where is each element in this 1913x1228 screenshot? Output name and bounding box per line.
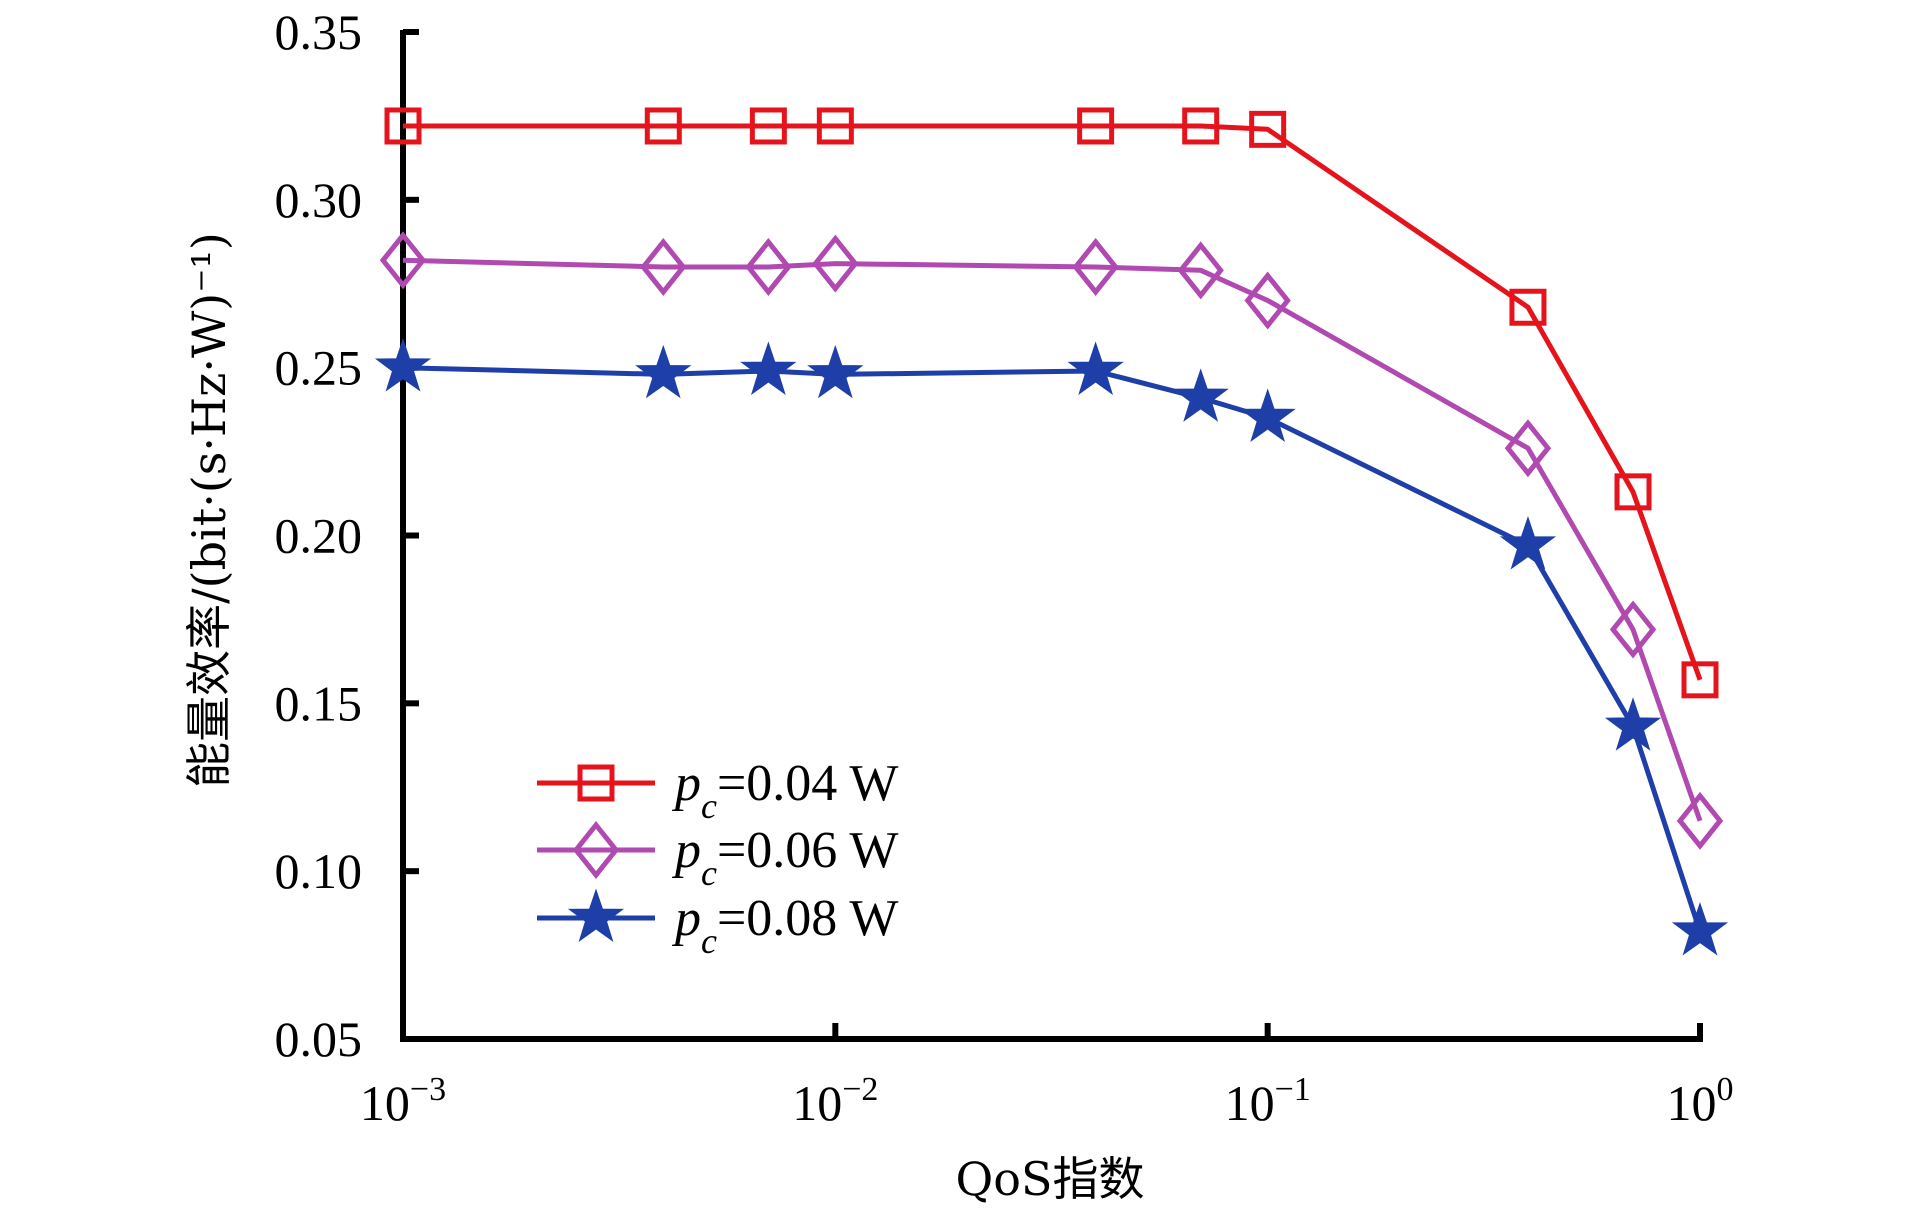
data-point-star [1604, 697, 1662, 751]
legend-label-value: =0.08 W [717, 890, 898, 947]
data-point-square [1614, 473, 1652, 511]
x-tick-base: 10 [1667, 1075, 1717, 1131]
data-point-star [374, 338, 432, 392]
x-tick-exponent: −2 [842, 1071, 878, 1108]
legend-label: pc=0.06 W [671, 822, 898, 893]
x-tick-label: 10−3 [360, 1071, 446, 1131]
data-point-star [1172, 368, 1229, 422]
x-axis-title: QoS指数 [956, 1152, 1145, 1206]
x-tick-label: 10−2 [792, 1071, 878, 1131]
data-point-square [1182, 107, 1220, 145]
data-point-square [749, 107, 787, 145]
x-tick-exponent: −1 [1275, 1071, 1311, 1108]
data-point-square [1681, 661, 1719, 699]
series-line [402, 365, 1703, 933]
series-line [403, 123, 1703, 681]
data-point-star [635, 344, 692, 399]
legend-marker-square [577, 764, 615, 802]
y-tick-label: 0.30 [275, 172, 363, 228]
y-ticks: 0.05 0.10 0.15 0.20 0.25 0.30 0.35 [275, 4, 419, 1067]
data-point-diamond [1244, 271, 1291, 330]
legend-label-subscript: c [701, 921, 717, 961]
data-point-diamond [745, 237, 792, 296]
data-point-star [740, 341, 797, 395]
data-point-square [1509, 288, 1547, 326]
legend-marker-star [567, 888, 625, 942]
x-tick-base: 10 [1225, 1075, 1275, 1131]
y-tick-label: 0.15 [275, 675, 363, 731]
legend-label-subscript: c [701, 786, 717, 826]
series-layer [374, 107, 1729, 956]
legend-label: pc=0.08 W [671, 890, 898, 961]
legend-label-value: =0.04 W [717, 755, 898, 812]
x-tick-base: 10 [360, 1075, 410, 1131]
legend-label-symbol: p [671, 890, 701, 947]
legend-label-value: =0.06 W [717, 822, 898, 879]
series-3 [374, 338, 1729, 956]
y-tick-label: 0.25 [275, 340, 363, 396]
data-point-star [807, 344, 864, 399]
y-axis-title: 能量效率/(bit·(s·Hz·W)⁻¹) [182, 232, 236, 788]
data-point-star [1671, 902, 1729, 956]
x-tick-exponent: −3 [410, 1071, 446, 1108]
data-point-diamond [640, 237, 687, 296]
data-point-square [1249, 110, 1287, 148]
data-point-square [644, 107, 682, 145]
y-tick-label: 0.35 [275, 4, 363, 60]
data-point-square [1077, 107, 1115, 145]
data-point-square [384, 107, 422, 145]
data-point-diamond [1504, 419, 1552, 478]
legend-label-symbol: p [671, 755, 701, 812]
series-2 [379, 231, 1724, 850]
data-point-star [1499, 516, 1557, 570]
legend-item: pc=0.06 W [537, 820, 898, 893]
y-tick-label: 0.20 [275, 508, 363, 564]
x-tick-exponent: 0 [1717, 1071, 1734, 1108]
series-1 [384, 107, 1719, 699]
data-point-square [816, 107, 854, 145]
data-point-diamond [379, 231, 427, 290]
legend-marker-diamond [572, 820, 620, 880]
legend: pc=0.04 Wpc=0.06 Wpc=0.08 W [537, 755, 898, 961]
legend-item: pc=0.04 W [537, 755, 898, 826]
data-point-diamond [1609, 600, 1657, 659]
x-ticks: 10−3 10−2 10−1 100 [360, 1023, 1734, 1131]
legend-item: pc=0.08 W [537, 888, 898, 961]
data-point-star [1067, 341, 1124, 395]
data-point-diamond [1072, 237, 1119, 296]
y-tick-label: 0.05 [275, 1011, 363, 1067]
y-tick-label: 0.10 [275, 843, 363, 899]
legend-label-subscript: c [701, 853, 717, 893]
data-point-star [1239, 388, 1296, 442]
legend-label-symbol: p [671, 822, 701, 879]
data-point-diamond [812, 234, 859, 293]
data-point-diamond [1177, 241, 1224, 300]
series-line [402, 257, 1703, 822]
data-point-diamond [1676, 791, 1724, 850]
legend-label: pc=0.04 W [671, 755, 898, 826]
x-tick-label: 100 [1667, 1071, 1734, 1131]
x-tick-label: 10−1 [1225, 1071, 1311, 1131]
x-tick-base: 10 [792, 1075, 842, 1131]
